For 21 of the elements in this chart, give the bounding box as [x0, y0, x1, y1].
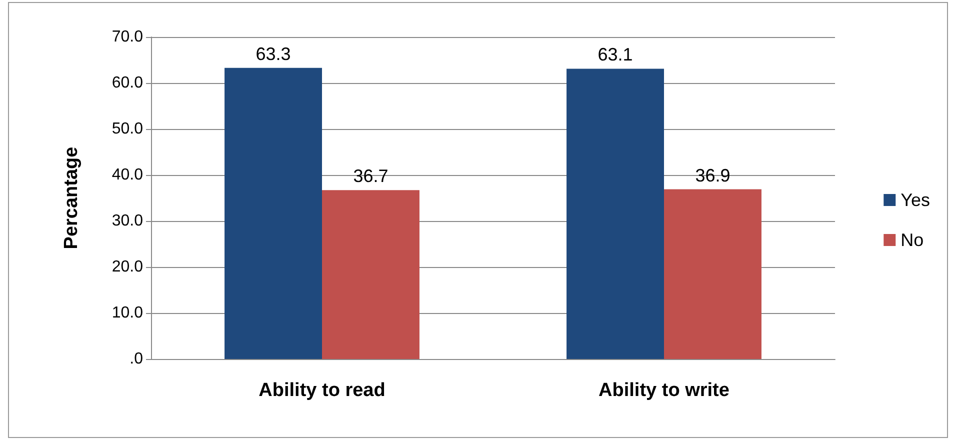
bar — [224, 68, 322, 359]
y-tick-label: 20.0 — [112, 258, 144, 276]
y-tick-label: 50.0 — [112, 120, 144, 138]
x-tick-label: Ability to read — [258, 380, 386, 401]
y-axis-title: Percantage — [61, 146, 82, 250]
bar — [566, 68, 664, 359]
legend-label: No — [900, 230, 924, 250]
y-tick-label: 70.0 — [112, 28, 144, 46]
data-label: 63.3 — [256, 44, 291, 64]
x-tick-label: Ability to write — [598, 380, 730, 401]
y-tick-label: .0 — [130, 350, 144, 368]
legend-label: Yes — [900, 190, 930, 210]
bar — [322, 190, 420, 359]
data-label: 36.7 — [353, 166, 388, 186]
y-tick-label: 10.0 — [112, 304, 144, 322]
y-tick-label: 60.0 — [112, 74, 144, 92]
y-tick-label: 30.0 — [112, 212, 144, 230]
data-label: 36.9 — [695, 165, 730, 186]
bar — [664, 189, 762, 359]
data-label: 63.1 — [598, 44, 633, 65]
y-tick-label: 40.0 — [112, 166, 144, 184]
